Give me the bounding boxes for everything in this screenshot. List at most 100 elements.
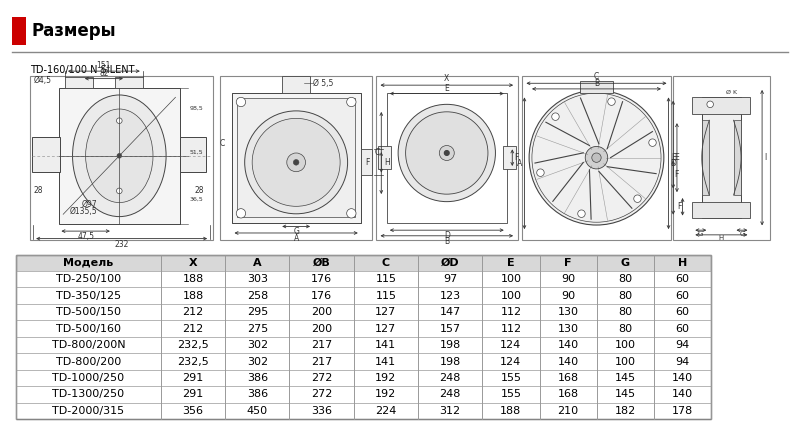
Ellipse shape: [73, 95, 166, 217]
Text: 115: 115: [375, 291, 396, 301]
Text: 272: 272: [311, 373, 332, 383]
Text: 272: 272: [311, 389, 332, 400]
Text: A: A: [253, 258, 262, 268]
Text: 291: 291: [182, 373, 204, 383]
Text: C: C: [220, 139, 225, 148]
Text: TD-800/200: TD-800/200: [56, 357, 121, 366]
Text: 140: 140: [672, 389, 693, 400]
Text: 200: 200: [311, 307, 332, 317]
Text: 386: 386: [246, 389, 268, 400]
Text: C: C: [382, 258, 390, 268]
Bar: [702, 97, 741, 218]
Text: 182: 182: [614, 406, 636, 416]
Circle shape: [117, 153, 122, 158]
Text: 80: 80: [618, 307, 633, 317]
Text: Ø 5,5: Ø 5,5: [313, 79, 334, 88]
Text: 217: 217: [311, 340, 332, 350]
Text: 98,5: 98,5: [190, 106, 203, 111]
Text: H: H: [718, 235, 724, 241]
Text: G: G: [621, 258, 630, 268]
Text: 145: 145: [615, 389, 636, 400]
Text: 217: 217: [311, 357, 332, 366]
Text: 60: 60: [676, 323, 690, 334]
Text: Ø4,5: Ø4,5: [34, 76, 51, 85]
Text: H: H: [678, 258, 687, 268]
Bar: [282, 76, 310, 93]
Circle shape: [445, 151, 449, 155]
Text: A: A: [518, 159, 522, 168]
Bar: [238, 98, 355, 217]
Text: 188: 188: [182, 291, 204, 301]
Text: 210: 210: [558, 406, 578, 416]
Text: 232,5: 232,5: [177, 357, 209, 366]
Text: 130: 130: [558, 307, 578, 317]
Text: 302: 302: [246, 357, 268, 366]
Text: 112: 112: [500, 323, 522, 334]
Text: 28: 28: [194, 187, 203, 195]
Text: 356: 356: [182, 406, 203, 416]
Circle shape: [236, 209, 246, 218]
Bar: [376, 76, 518, 240]
Bar: [522, 76, 671, 240]
Bar: [30, 76, 213, 240]
Circle shape: [252, 118, 340, 206]
Text: 168: 168: [558, 389, 578, 400]
Text: 112: 112: [500, 307, 522, 317]
Bar: [580, 82, 614, 93]
Text: 232,5: 232,5: [177, 340, 209, 350]
Text: 140: 140: [558, 357, 578, 366]
Text: 275: 275: [246, 323, 268, 334]
Text: 232: 232: [114, 240, 129, 249]
Circle shape: [537, 169, 544, 176]
Text: 82: 82: [99, 69, 109, 78]
Text: Ø K: Ø K: [726, 89, 737, 95]
Text: 198: 198: [439, 357, 461, 366]
Circle shape: [117, 118, 122, 124]
Text: D: D: [670, 159, 676, 168]
Text: TD-2000/315: TD-2000/315: [52, 406, 125, 416]
Text: 47,5: 47,5: [77, 232, 94, 241]
Text: TD-160/100 N SILENT: TD-160/100 N SILENT: [30, 65, 135, 74]
Text: C: C: [374, 148, 379, 158]
Text: 155: 155: [501, 373, 522, 383]
Text: F: F: [365, 158, 370, 167]
Text: TD-350/125: TD-350/125: [56, 291, 121, 301]
Bar: [58, 88, 180, 224]
Circle shape: [586, 147, 608, 169]
Text: 192: 192: [375, 389, 397, 400]
Text: X: X: [444, 74, 450, 83]
Text: TD-500/160: TD-500/160: [56, 323, 121, 334]
Text: 90: 90: [561, 274, 575, 284]
Text: 141: 141: [375, 340, 397, 350]
Bar: [702, 120, 710, 195]
Text: 141: 141: [375, 357, 397, 366]
Text: 140: 140: [672, 373, 693, 383]
Text: TD-1300/250: TD-1300/250: [52, 389, 125, 400]
Text: 151: 151: [97, 61, 111, 70]
Text: 97: 97: [443, 274, 458, 284]
Text: 127: 127: [375, 323, 397, 334]
Bar: [503, 147, 516, 169]
Text: 124: 124: [500, 340, 522, 350]
Text: 80: 80: [618, 323, 633, 334]
Text: 115: 115: [375, 274, 396, 284]
Text: 303: 303: [247, 274, 268, 284]
Text: 291: 291: [182, 389, 204, 400]
Text: F: F: [565, 258, 572, 268]
Circle shape: [294, 159, 299, 165]
Text: X: X: [189, 258, 198, 268]
Text: 155: 155: [501, 389, 522, 400]
Text: TD-500/150: TD-500/150: [56, 307, 121, 317]
Text: 36,5: 36,5: [190, 197, 203, 202]
Text: 60: 60: [676, 274, 690, 284]
Text: 94: 94: [675, 357, 690, 366]
Text: 248: 248: [439, 373, 461, 383]
Text: 386: 386: [246, 373, 268, 383]
Ellipse shape: [86, 109, 153, 202]
Text: 157: 157: [440, 323, 461, 334]
Text: B: B: [594, 79, 599, 88]
Text: D: D: [444, 231, 450, 240]
Text: A: A: [294, 234, 298, 243]
Text: Модель: Модель: [63, 258, 114, 268]
Bar: [114, 77, 142, 88]
